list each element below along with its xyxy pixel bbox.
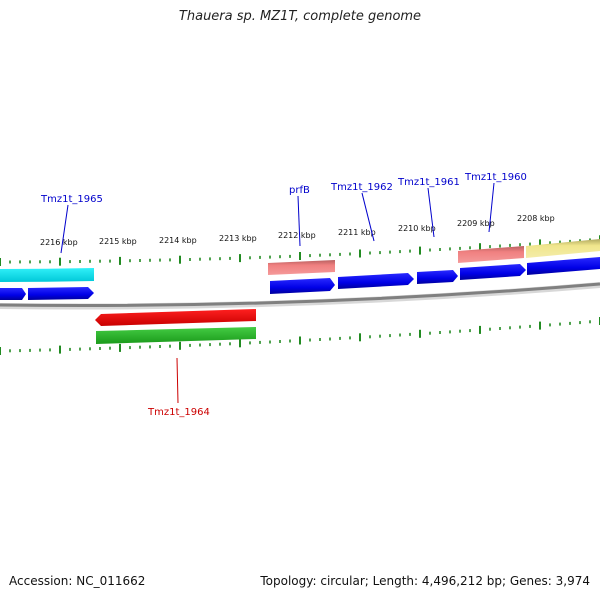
scale-label: 2213 kbp: [219, 234, 257, 243]
scale-label: 2215 kbp: [99, 237, 137, 246]
feature-track-outer: [0, 239, 600, 282]
cds-forward[interactable]: [338, 273, 414, 289]
scale-label: 2216 kbp: [40, 238, 78, 247]
topology-summary: Topology: circular; Length: 4,496,212 bp…: [260, 574, 590, 588]
scale-label: 2209 kbp: [457, 219, 495, 228]
gene-label-tmz1t-1961[interactable]: Tmz1t_1961: [397, 177, 460, 188]
outer-tick-ring: [0, 235, 600, 266]
forward-strand-track: [0, 257, 600, 300]
scale-label: 2208 kbp: [517, 214, 555, 223]
gene-label-tmz1t-1962[interactable]: Tmz1t_1962: [330, 182, 393, 193]
cds-forward[interactable]: [0, 288, 26, 300]
cds-reverse-green[interactable]: [96, 327, 256, 344]
cds-forward[interactable]: [270, 278, 335, 294]
scale-label: 2210 kbp: [398, 224, 436, 233]
gene-label-tmz1t-1965[interactable]: Tmz1t_1965: [40, 194, 103, 205]
cds-forward[interactable]: [417, 270, 458, 284]
cds-forward[interactable]: [28, 287, 94, 300]
gene-label-tmz1t-1964[interactable]: Tmz1t_1964: [147, 407, 210, 418]
feature-salmon[interactable]: [458, 246, 524, 263]
cds-forward[interactable]: [460, 264, 526, 280]
accession-text: Accession: NC_011662: [9, 574, 146, 588]
label-leaders: [60, 182, 495, 404]
gene-labels: Tmz1t_1965 prfB Tmz1t_1962 Tmz1t_1961 Tm…: [40, 172, 527, 418]
cds-reverse-red[interactable]: [95, 309, 256, 326]
feature-khaki[interactable]: [526, 239, 600, 258]
gene-label-tmz1t-1960[interactable]: Tmz1t_1960: [464, 172, 527, 183]
feature-salmon[interactable]: [268, 260, 335, 275]
genome-backbone: [0, 282, 600, 308]
scale-label: 2211 kbp: [338, 228, 376, 237]
gene-label-prfb[interactable]: prfB: [289, 185, 310, 196]
scale-labels: 2216 kbp 2215 kbp 2214 kbp 2213 kbp 2212…: [40, 214, 555, 247]
scale-label: 2214 kbp: [159, 236, 197, 245]
reverse-strand-track: [95, 309, 256, 344]
scale-label: 2212 kbp: [278, 231, 316, 240]
cds-cyan[interactable]: [0, 268, 94, 282]
cds-forward[interactable]: [527, 257, 600, 275]
inner-tick-ring: [0, 317, 600, 355]
map-title: Thauera sp. MZ1T, complete genome: [178, 9, 422, 24]
